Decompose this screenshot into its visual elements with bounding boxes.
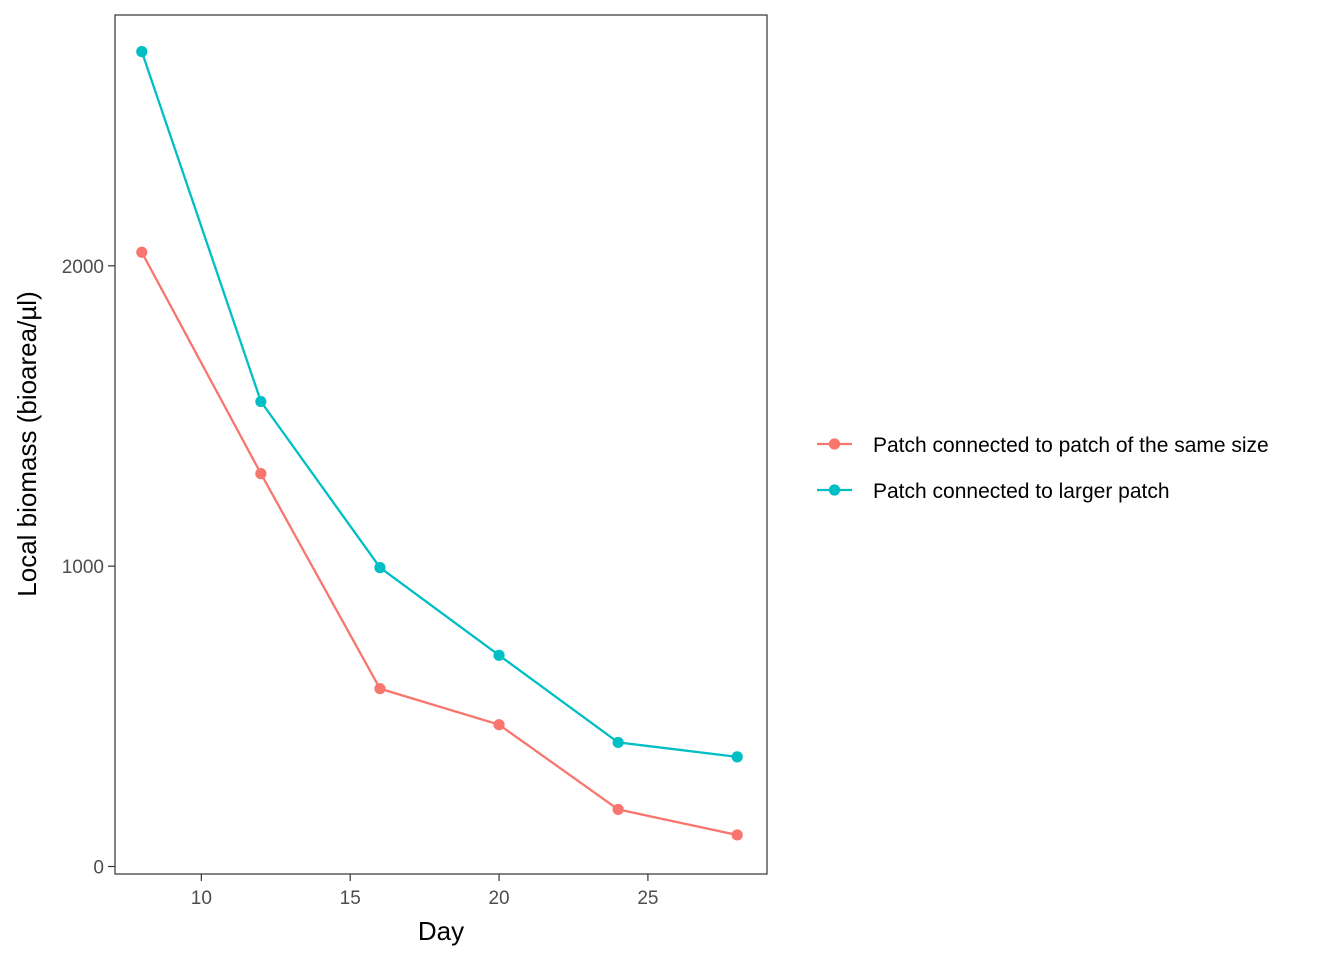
series-layer [136,46,743,841]
data-point [493,649,505,661]
data-point [493,719,505,731]
y-tick-label: 1000 [62,557,104,578]
x-axis-title: Day [418,916,464,946]
data-point [136,46,148,58]
series-line [140,251,738,837]
y-axis-title: Local biomass (bioarea/µl) [12,291,42,596]
data-point [374,683,386,695]
data-point [731,751,743,763]
legend-item: Patch connected to patch of the same siz… [817,434,1269,457]
data-point [374,562,386,574]
data-point [255,395,267,408]
series-2 [136,46,743,763]
data-point [612,803,624,816]
plot-panel [114,14,768,875]
data-point [136,246,148,258]
legend: Patch connected to patch of the same siz… [817,434,1269,503]
legend-label: Patch connected to larger patch [873,480,1170,503]
data-point [255,468,267,480]
data-point [731,829,743,841]
x-tick-label: 15 [340,888,361,909]
y-tick-label: 0 [93,857,104,878]
y-tick-label: 2000 [62,257,104,278]
x-tick-label: 20 [488,888,509,909]
legend-key-point [828,484,841,496]
x-axis: 10 15 20 25 [191,874,658,909]
x-tick-label: 25 [637,888,658,909]
x-tick-label: 10 [191,888,212,909]
y-axis: 0 1000 2000 [62,257,115,878]
legend-label: Patch connected to patch of the same siz… [873,434,1269,457]
legend-item: Patch connected to larger patch [817,480,1170,503]
series-line [140,51,738,759]
legend-key-point [828,438,841,450]
data-point [612,736,624,749]
series-1 [136,246,743,841]
